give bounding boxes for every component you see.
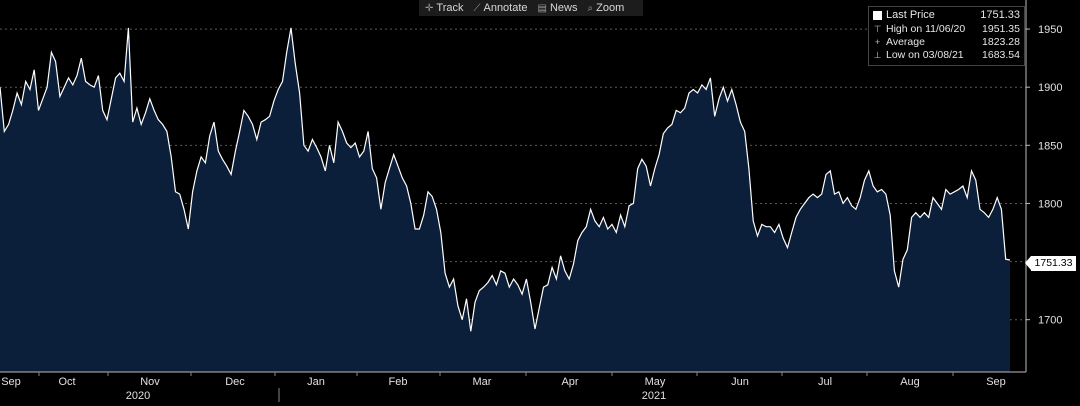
x-tick-label: Jan bbox=[307, 376, 325, 388]
legend-last-price[interactable]: Last Price 1751.33 bbox=[873, 9, 1020, 21]
year-label: 2021 bbox=[642, 390, 666, 402]
price-area bbox=[0, 27, 1010, 373]
high-marker-icon: ⊤ bbox=[873, 23, 882, 34]
low-marker-icon: ⊥ bbox=[873, 49, 882, 60]
y-tick-label: 1800 bbox=[1038, 198, 1062, 210]
year-labels: 2020 2021 bbox=[126, 388, 666, 402]
x-tick-label: Apr bbox=[561, 376, 578, 388]
y-axis-ticks: 170017501800185019001950 bbox=[1026, 24, 1062, 327]
x-tick-label: Nov bbox=[140, 376, 160, 388]
annotate-button[interactable]: ⟋ Annotate bbox=[473, 2, 527, 14]
legend-high[interactable]: ⊤ High on 11/06/20 1951.35 bbox=[873, 23, 1020, 35]
x-tick-label: Jul bbox=[818, 376, 832, 388]
price-line bbox=[0, 27, 1011, 332]
legend-swatch-icon bbox=[873, 10, 882, 20]
zoom-label: Zoom bbox=[596, 2, 625, 14]
x-tick-label: Feb bbox=[389, 376, 408, 388]
x-tick-label: Sep bbox=[1, 376, 21, 388]
y-tick-label: 1700 bbox=[1038, 315, 1062, 327]
pencil-icon: ⟋ bbox=[473, 2, 481, 14]
news-button[interactable]: ▤ News bbox=[538, 2, 578, 14]
x-tick-label: Oct bbox=[58, 376, 75, 388]
y-tick-label: 1900 bbox=[1038, 82, 1062, 94]
chart-toolbar: ✛ Track ⟋ Annotate ▤ News ⌕ Zoom bbox=[419, 0, 643, 16]
x-tick-label: Aug bbox=[900, 376, 920, 388]
track-button[interactable]: ✛ Track bbox=[425, 2, 463, 14]
news-icon: ▤ bbox=[537, 2, 547, 14]
x-axis-ticks: Sep Oct Nov Dec Jan Feb Mar Apr May Jun Jul Aug Sep bbox=[1, 372, 1006, 388]
x-tick-label: Mar bbox=[473, 376, 492, 388]
chart-legend: Last Price 1751.33 ⊤ High on 11/06/20 19… bbox=[868, 6, 1025, 66]
track-label: Track bbox=[436, 2, 464, 14]
x-tick-label: Sep bbox=[986, 376, 1006, 388]
y-tick-label: 1950 bbox=[1038, 24, 1062, 36]
average-marker-icon: + bbox=[874, 37, 881, 47]
legend-average[interactable]: + Average 1823.28 bbox=[874, 36, 1020, 48]
x-tick-label: Dec bbox=[225, 376, 245, 388]
annotate-label: Annotate bbox=[483, 2, 528, 14]
zoom-button[interactable]: ⌕ Zoom bbox=[588, 2, 625, 14]
news-label: News bbox=[549, 2, 578, 14]
year-label: 2020 bbox=[126, 390, 150, 402]
last-price-tag: 1751.33 bbox=[1025, 256, 1076, 271]
y-tick-label: 1850 bbox=[1038, 140, 1062, 152]
legend-low[interactable]: ⊥ Low on 03/08/21 1683.54 bbox=[873, 49, 1020, 61]
x-tick-label: May bbox=[645, 376, 666, 388]
zoom-icon: ⌕ bbox=[587, 2, 594, 14]
x-tick-label: Jun bbox=[731, 376, 749, 388]
crosshair-icon: ✛ bbox=[425, 2, 434, 14]
